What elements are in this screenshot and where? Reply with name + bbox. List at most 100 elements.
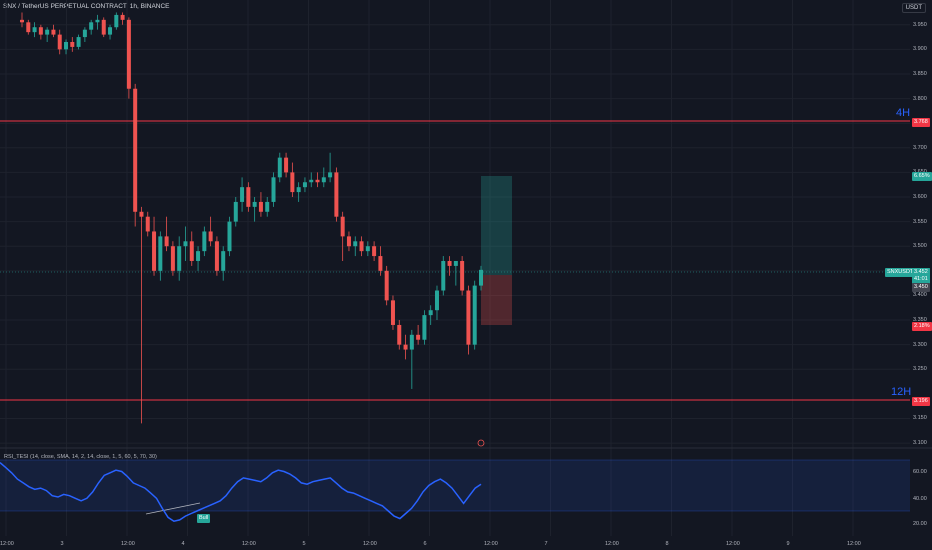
price-axis-label: 3.500: [913, 243, 927, 250]
alert-icon[interactable]: [477, 439, 485, 447]
candle-up[interactable]: [353, 241, 358, 247]
position-target-zone[interactable]: [481, 176, 512, 275]
candle-up[interactable]: [252, 201, 257, 207]
candle-down[interactable]: [334, 172, 339, 217]
candle-down[interactable]: [384, 270, 389, 301]
time-axis-label: 5: [302, 541, 306, 547]
candle-up[interactable]: [183, 241, 188, 247]
currency-selector[interactable]: USDT: [901, 3, 926, 13]
time-axis-label: 4: [181, 541, 185, 547]
candle-up[interactable]: [453, 260, 458, 266]
candle-down[interactable]: [290, 172, 295, 193]
candle-up[interactable]: [177, 246, 182, 271]
candle-up[interactable]: [309, 179, 314, 183]
candle-down[interactable]: [346, 236, 351, 247]
candle-down[interactable]: [378, 256, 383, 271]
stop-pct-tag: 2.18%: [912, 322, 932, 331]
candle-down[interactable]: [397, 324, 402, 345]
candle-up[interactable]: [45, 29, 50, 35]
candle-down[interactable]: [372, 246, 377, 257]
candle-up[interactable]: [32, 27, 37, 33]
candle-down[interactable]: [133, 88, 138, 212]
price-axis-label: 3.850: [913, 70, 927, 77]
candle-up[interactable]: [365, 246, 370, 252]
candle-up[interactable]: [321, 177, 326, 183]
time-axis-label: 7: [544, 541, 548, 547]
candle-up[interactable]: [158, 236, 163, 271]
candle-down[interactable]: [214, 241, 219, 271]
candle-up[interactable]: [64, 41, 69, 50]
candle-up[interactable]: [277, 157, 282, 178]
candle-down[interactable]: [447, 260, 452, 266]
target-pct-tag: 6.65%: [912, 172, 932, 181]
candle-down[interactable]: [284, 157, 289, 173]
candle-up[interactable]: [95, 19, 100, 23]
candle-up[interactable]: [196, 251, 201, 261]
price-axis-label: 3.600: [913, 194, 927, 200]
rsi-indicator-label[interactable]: RSI_TESI (14, close, SMA, 14, 2, 14, clo…: [4, 454, 157, 460]
candle-down[interactable]: [51, 29, 56, 35]
rsi-band: [0, 460, 910, 511]
candle-down[interactable]: [101, 19, 106, 35]
candle-up[interactable]: [434, 290, 439, 311]
candle-up[interactable]: [271, 177, 276, 202]
candle-down[interactable]: [403, 344, 408, 350]
candle-down[interactable]: [26, 22, 31, 33]
time-axis-label: 9: [786, 541, 790, 547]
candle-up[interactable]: [409, 334, 414, 350]
candle-down[interactable]: [340, 216, 345, 237]
candle-down[interactable]: [208, 231, 213, 242]
candle-down[interactable]: [359, 241, 364, 252]
candle-up[interactable]: [240, 187, 245, 202]
time-axis-label: 3: [60, 541, 64, 547]
price-axis-label: 3.700: [913, 144, 927, 151]
candle-up[interactable]: [202, 231, 207, 252]
candle-up[interactable]: [108, 27, 113, 35]
candle-down[interactable]: [466, 290, 471, 345]
candle-up[interactable]: [428, 310, 433, 316]
candle-down[interactable]: [189, 241, 194, 261]
candle-down[interactable]: [120, 14, 125, 20]
candle-down[interactable]: [57, 34, 62, 50]
position-stop-zone[interactable]: [481, 275, 512, 325]
candle-down[interactable]: [315, 179, 320, 183]
candle-up[interactable]: [479, 269, 483, 286]
symbol-title[interactable]: SNX / TetherUS PERPETUAL CONTRACT, 1h, B…: [3, 3, 170, 10]
candle-up[interactable]: [227, 221, 232, 252]
candle-up[interactable]: [233, 201, 238, 222]
candle-down[interactable]: [126, 19, 131, 89]
candle-up[interactable]: [221, 251, 226, 271]
candle-down[interactable]: [164, 236, 169, 247]
candle-down[interactable]: [416, 334, 421, 340]
candle-down[interactable]: [246, 187, 251, 207]
candle-up[interactable]: [302, 182, 307, 188]
candle-down[interactable]: [145, 216, 150, 232]
time-axis-label: 12:00: [484, 541, 498, 547]
candle-down[interactable]: [38, 27, 43, 35]
level-label-12h: 12H: [891, 386, 912, 398]
candle-up[interactable]: [82, 29, 87, 38]
candle-down[interactable]: [139, 211, 144, 217]
last-price-tag: 3.452: [912, 268, 930, 277]
candle-up[interactable]: [422, 315, 427, 340]
candle-up[interactable]: [328, 172, 333, 178]
candle-up[interactable]: [76, 37, 81, 47]
candle-down[interactable]: [170, 246, 175, 271]
candle-down[interactable]: [20, 19, 24, 23]
candle-up[interactable]: [472, 285, 477, 345]
entry-tag: 3.450: [912, 283, 930, 292]
candle-up[interactable]: [114, 14, 119, 28]
candle-down[interactable]: [152, 231, 157, 271]
candles-group[interactable]: [20, 12, 483, 424]
candle-up[interactable]: [265, 201, 270, 212]
candle-up[interactable]: [441, 260, 446, 291]
candle-down[interactable]: [258, 201, 263, 212]
candle-down[interactable]: [460, 260, 465, 291]
time-axis-label: 12:00: [605, 541, 619, 547]
price-axis-label: 3.350: [913, 317, 927, 324]
candle-down[interactable]: [70, 41, 75, 47]
candle-up[interactable]: [89, 22, 94, 30]
candle-down[interactable]: [390, 300, 395, 325]
candle-up[interactable]: [296, 187, 301, 193]
